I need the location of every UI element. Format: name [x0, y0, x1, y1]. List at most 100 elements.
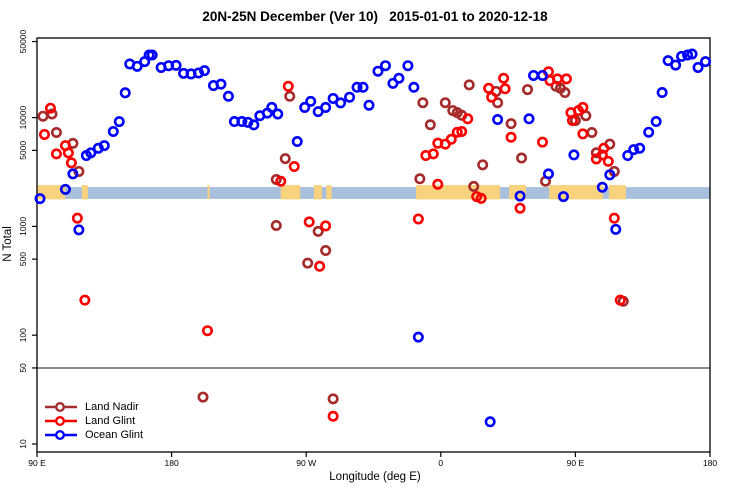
- legend-marker-icon: [45, 430, 77, 440]
- point-ocean-glint: [266, 101, 278, 113]
- point-ocean-glint: [236, 116, 248, 128]
- point-land-glint: [498, 72, 510, 84]
- point-land-nadir: [46, 108, 58, 120]
- point-land-nadir: [559, 87, 571, 99]
- point-land-glint: [320, 220, 332, 232]
- point-ocean-glint: [643, 126, 655, 138]
- point-ocean-glint: [379, 60, 391, 72]
- point-ocean-glint: [170, 59, 182, 71]
- point-land-nadir: [284, 90, 296, 102]
- point-land-nadir: [37, 110, 49, 122]
- point-ocean-glint: [542, 168, 554, 180]
- map-band-land: [280, 185, 301, 200]
- x-tick-label: 90 W: [296, 458, 316, 468]
- point-ocean-glint: [291, 136, 303, 148]
- point-land-nadir: [302, 257, 314, 269]
- point-land-glint: [327, 410, 339, 422]
- map-band-land: [326, 185, 332, 200]
- point-ocean-glint: [113, 116, 125, 128]
- legend-item-ocean-glint: Ocean Glint: [44, 428, 143, 442]
- point-ocean-glint: [34, 193, 46, 205]
- point-ocean-glint: [408, 81, 420, 93]
- point-ocean-glint: [686, 48, 698, 60]
- map-band-land: [81, 185, 88, 200]
- point-ocean-glint: [85, 147, 97, 159]
- point-ocean-glint: [335, 97, 347, 109]
- point-land-glint: [486, 91, 498, 103]
- point-land-nadir: [414, 173, 426, 185]
- point-ocean-glint: [402, 60, 414, 72]
- point-ocean-glint: [320, 101, 332, 113]
- point-land-nadir: [522, 84, 534, 96]
- point-land-nadir: [320, 245, 332, 257]
- point-land-glint: [566, 115, 578, 127]
- point-land-glint: [432, 178, 444, 190]
- point-land-glint: [288, 161, 300, 173]
- point-land-nadir: [73, 165, 85, 177]
- point-ocean-glint: [131, 60, 143, 72]
- point-ocean-glint: [146, 49, 158, 61]
- legend-label: Land Nadir: [85, 401, 139, 413]
- point-land-glint: [514, 202, 526, 214]
- map-band-ocean: [37, 187, 710, 199]
- point-ocean-glint: [363, 99, 375, 111]
- map-band-land: [608, 185, 626, 200]
- point-ocean-glint: [199, 65, 211, 77]
- map-band: [37, 185, 710, 200]
- chart-title: 20N-25N December (Ver 10) 2015-01-01 to …: [202, 9, 548, 24]
- point-ocean-glint: [650, 116, 662, 128]
- legend-marker-icon: [45, 402, 77, 412]
- point-ocean-glint: [412, 331, 424, 343]
- y-tick-label: 50: [18, 363, 28, 373]
- series-land-glint: [38, 66, 626, 422]
- point-ocean-glint: [484, 416, 496, 428]
- point-ocean-glint: [222, 90, 234, 102]
- point-land-glint: [79, 294, 91, 306]
- point-land-nadir: [417, 97, 429, 109]
- point-land-glint: [462, 113, 474, 125]
- x-tick-label: 180: [703, 458, 717, 468]
- point-land-nadir: [516, 152, 528, 164]
- point-land-glint: [499, 83, 511, 95]
- x-tick-label: 0: [438, 458, 443, 468]
- point-land-nadir: [279, 153, 291, 165]
- point-land-glint: [303, 216, 315, 228]
- point-land-nadir: [586, 126, 598, 138]
- point-ocean-glint: [344, 91, 356, 103]
- point-ocean-glint: [193, 67, 205, 79]
- point-ocean-glint: [351, 81, 363, 93]
- y-tick-label: 100: [18, 328, 28, 342]
- point-land-nadir: [468, 180, 480, 192]
- point-land-glint: [456, 126, 468, 138]
- point-ocean-glint: [514, 190, 526, 202]
- point-land-nadir: [477, 159, 489, 171]
- point-land-glint: [536, 136, 548, 148]
- legend-label: Ocean Glint: [85, 429, 144, 441]
- point-land-glint: [560, 73, 572, 85]
- point-land-nadir: [327, 393, 339, 405]
- point-ocean-glint: [557, 191, 569, 203]
- point-land-glint: [275, 175, 287, 187]
- point-ocean-glint: [670, 59, 682, 71]
- series-land-nadir: [37, 79, 629, 405]
- point-land-nadir: [197, 391, 209, 403]
- point-ocean-glint: [528, 69, 540, 81]
- point-land-glint: [38, 128, 50, 140]
- point-ocean-glint: [357, 81, 369, 93]
- point-ocean-glint: [107, 126, 119, 138]
- point-land-nadir: [312, 225, 324, 237]
- point-ocean-glint: [596, 181, 608, 193]
- point-land-nadir: [270, 219, 282, 231]
- point-ocean-glint: [73, 224, 85, 236]
- x-tick-label: 90 E: [28, 458, 46, 468]
- y-tick-label: 5000: [18, 141, 28, 160]
- point-land-glint: [608, 212, 620, 224]
- point-ocean-glint: [610, 223, 622, 235]
- point-ocean-glint: [700, 56, 712, 68]
- point-ocean-glint: [604, 169, 616, 181]
- point-ocean-glint: [119, 87, 131, 99]
- point-land-glint: [412, 213, 424, 225]
- point-ocean-glint: [662, 55, 674, 67]
- point-ocean-glint: [98, 140, 110, 152]
